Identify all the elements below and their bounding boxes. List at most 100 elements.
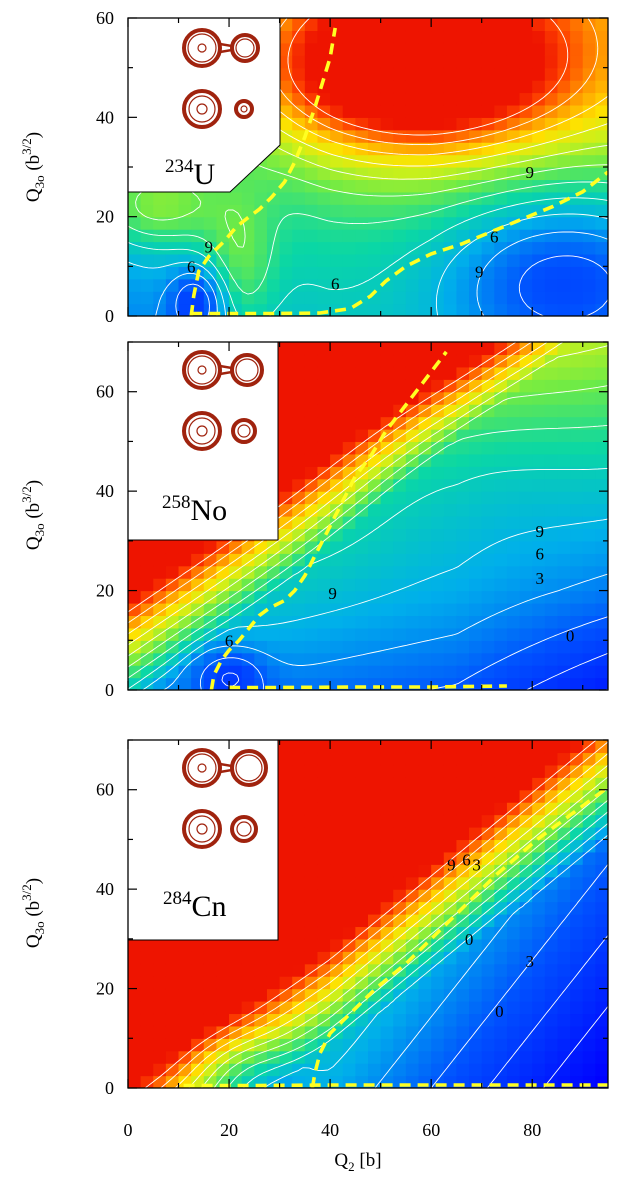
heatmap-cell [443,92,458,106]
heatmap-cell [405,752,420,766]
heatmap-cell [582,565,596,579]
heatmap-cell [595,216,608,230]
heatmap-cell [494,1025,508,1039]
heatmap-cell [317,777,331,791]
heatmap-cell [266,640,281,654]
heatmap-cell [330,652,344,666]
heatmap-cell [481,229,495,243]
heatmap-cell [431,67,445,81]
heatmap-cell [519,478,533,492]
heatmap-cell [582,516,596,530]
heatmap-cell [178,1013,192,1027]
heatmap-cell [443,18,458,32]
heatmap-cell [241,253,255,267]
heatmap-cell [342,889,356,903]
heatmap-cell [544,901,559,915]
heatmap-cell [380,615,394,629]
heatmap-cell [368,18,382,32]
heatmap-cell [304,827,319,841]
heatmap-cell [582,876,596,890]
heatmap-cell [506,1038,521,1052]
heatmap-cell [216,1050,230,1064]
heatmap-cell [317,253,331,267]
heatmap-cell [405,229,420,243]
heatmap-cell [506,80,521,94]
heatmap-cell [418,540,432,554]
heatmap-cell [191,963,205,977]
heatmap-cell [418,1063,432,1077]
heatmap-cell [355,1050,369,1064]
heatmap-cell [380,241,394,255]
heatmap-cell [304,627,319,641]
heatmap-cell [279,466,293,480]
heatmap-cell [330,901,344,915]
heatmap-cell [380,391,394,405]
heatmap-cell [292,814,306,828]
heatmap-cell [330,839,344,853]
heatmap-cell [304,603,319,617]
heatmap-cell [443,615,458,629]
heatmap-cell [355,528,369,542]
heatmap-cell [570,129,584,143]
heatmap-cell [481,789,495,803]
heatmap-cell [506,1013,521,1027]
heatmap-cell [456,1025,470,1039]
heatmap-cell [595,876,608,890]
heatmap-cell [317,864,331,878]
heatmap-cell [443,1038,458,1052]
heatmap-cell [557,491,571,505]
heatmap-cell [544,615,559,629]
heatmap-cell [153,590,167,604]
heatmap-cell [494,827,508,841]
heatmap-cell [216,565,230,579]
heatmap-cell [342,416,356,430]
heatmap-cell [342,665,356,679]
heatmap-cell [595,603,608,617]
heatmap-cell [456,752,470,766]
heatmap-cell [519,466,533,480]
heatmap-cell [304,851,319,865]
heatmap-cell [481,926,495,940]
heatmap-cell [456,789,470,803]
heatmap-cell [342,764,356,778]
heatmap-cell [570,366,584,380]
heatmap-cell [418,391,432,405]
heatmap-cell [355,540,369,554]
heatmap-cell [570,342,584,356]
heatmap-cell [443,278,458,292]
heatmap-cell [519,516,533,530]
heatmap-cell [431,303,445,316]
heatmap-cell [342,291,356,305]
y-tick-label: 60 [96,8,114,28]
heatmap-cell [481,553,495,567]
heatmap-cell [570,67,584,81]
heatmap-cell [292,615,306,629]
heatmap-cell [330,379,344,393]
heatmap-cell [317,416,331,430]
heatmap-cell [582,92,596,106]
heatmap-cell [317,578,331,592]
heatmap-cell [178,963,192,977]
ticks [127,739,608,1089]
heatmap-cell [304,204,319,218]
heatmap-cell [393,914,407,928]
heatmap-cell [203,191,218,205]
heatmap-cell [595,241,608,255]
heatmap-cell [393,652,407,666]
heatmap-cell [431,80,445,94]
heatmap-cell [368,303,382,316]
heatmap-cell [418,67,432,81]
heatmap-cell [431,266,445,280]
heatmap-cell [241,553,255,567]
heatmap-cell [241,191,255,205]
heatmap-cell [443,466,458,480]
heatmap-cell [582,216,596,230]
heatmap-cell [595,366,608,380]
heatmap-cell [355,491,369,505]
heatmap-cell [380,540,394,554]
heatmap-cell [582,777,596,791]
heatmap-cell [418,802,432,816]
heatmap-cell [456,55,470,69]
heatmap-cell [469,876,483,890]
heatmap-cell [544,55,559,69]
